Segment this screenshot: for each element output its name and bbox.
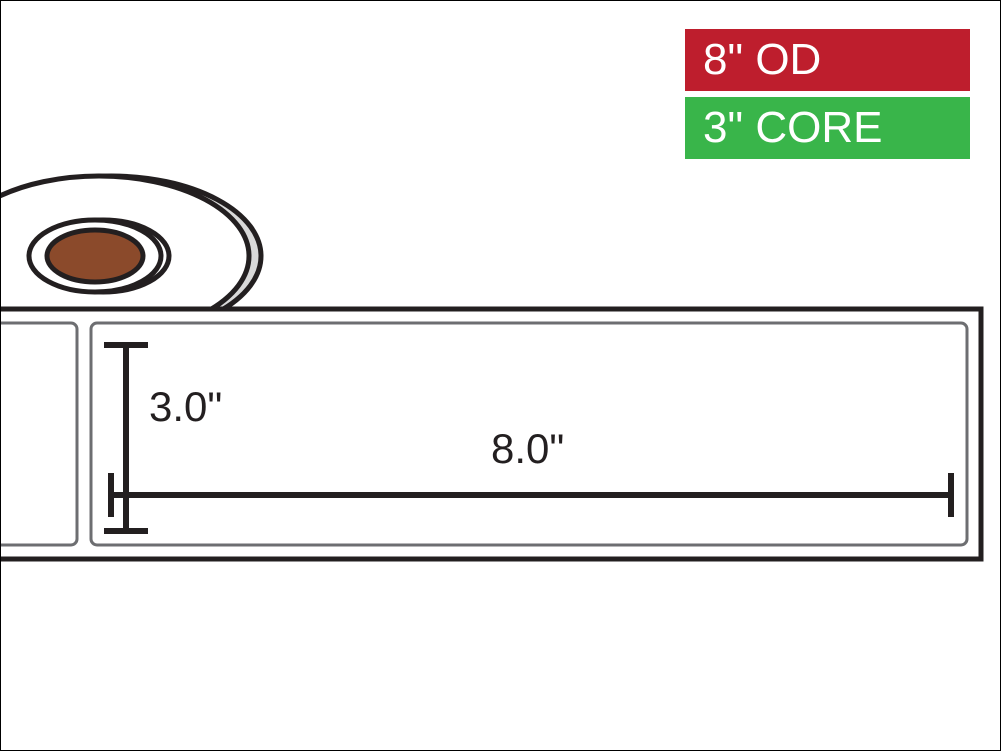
label-roll-diagram: 3.0" 8.0" [1,1,1001,751]
dimension-height-label: 3.0" [149,383,222,430]
diagram-canvas: 8" OD 3" CORE 3.0" 8 [0,0,1001,751]
dimension-width-label: 8.0" [491,425,564,472]
roll-core-inner [47,230,143,282]
